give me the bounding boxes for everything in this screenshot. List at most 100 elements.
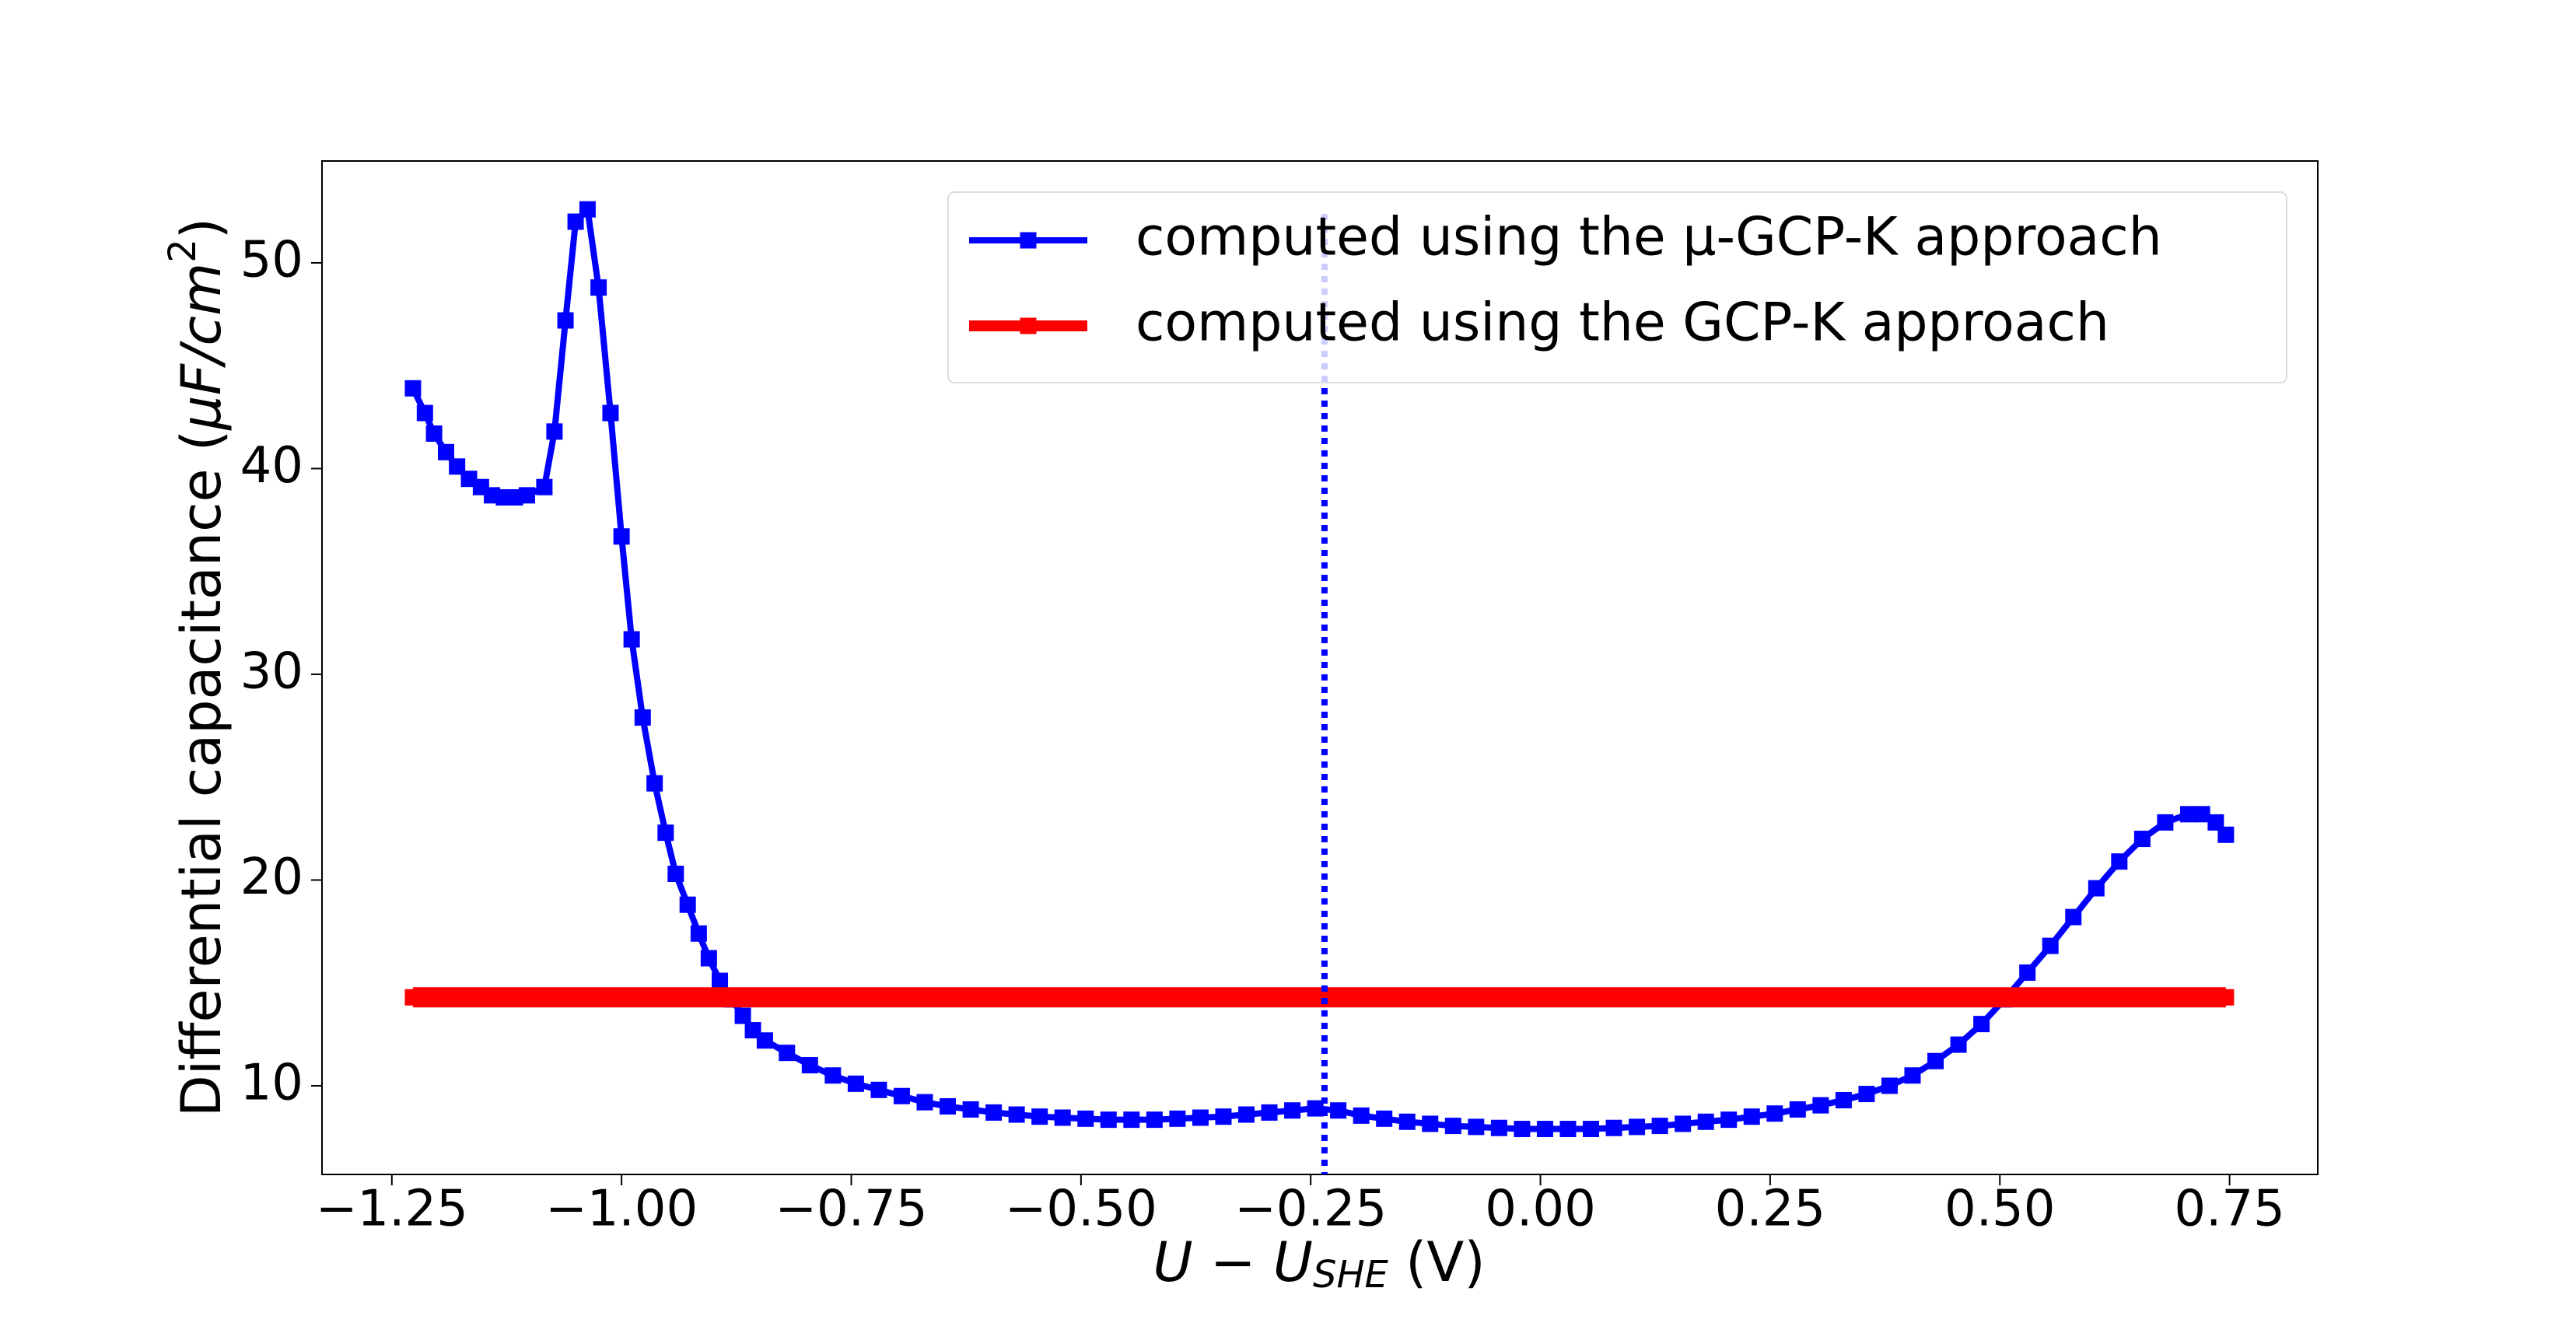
data-point xyxy=(870,1081,887,1098)
data-point xyxy=(1835,1092,1852,1109)
y-label-sup: 2 xyxy=(161,239,205,263)
data-point xyxy=(1858,1086,1875,1103)
data-point xyxy=(590,279,607,296)
data-point xyxy=(404,380,422,397)
data-point xyxy=(1881,1077,1898,1094)
data-point xyxy=(579,201,596,218)
data-point xyxy=(2133,831,2151,848)
data-point xyxy=(1100,1111,1117,1129)
data-point xyxy=(2088,880,2105,897)
x-tick-label: −0.25 xyxy=(1234,1181,1387,1238)
data-point xyxy=(416,404,433,422)
data-point xyxy=(1353,1107,1370,1124)
data-point xyxy=(1054,1109,1071,1126)
data-point xyxy=(1950,1036,1967,1053)
data-point xyxy=(779,1045,796,1062)
data-point xyxy=(2179,806,2196,823)
data-point xyxy=(518,487,535,504)
data-point xyxy=(613,528,630,545)
y-tick-label: 10 xyxy=(240,1055,303,1112)
data-point xyxy=(2157,814,2174,831)
data-point xyxy=(1536,1121,1553,1138)
y-tick-label: 50 xyxy=(240,232,303,289)
x-label-unit: (V) xyxy=(1388,1230,1486,1294)
data-point xyxy=(404,989,422,1006)
data-point xyxy=(1697,1113,1714,1130)
data-point xyxy=(623,631,640,648)
data-point xyxy=(2111,853,2128,870)
data-point xyxy=(1559,1121,1577,1138)
x-label-sub: SHE xyxy=(1313,1253,1389,1297)
data-point xyxy=(437,443,454,460)
x-tick-label: −0.50 xyxy=(1005,1181,1157,1238)
data-point xyxy=(1077,1110,1094,1127)
legend-marker xyxy=(1020,317,1037,334)
data-point xyxy=(1629,1118,1646,1136)
data-point xyxy=(2065,908,2082,926)
data-point xyxy=(657,824,674,842)
data-point xyxy=(602,404,619,422)
y-label-unit: μF/cm xyxy=(170,263,233,431)
data-point xyxy=(1490,1119,1507,1136)
data-point xyxy=(801,1057,818,1074)
data-point xyxy=(1583,1121,1600,1138)
data-point xyxy=(1514,1121,1531,1138)
data-point xyxy=(1812,1097,1829,1114)
data-point xyxy=(2193,806,2210,823)
data-point xyxy=(940,1097,957,1115)
x-tick-label: 0.75 xyxy=(2174,1181,2285,1238)
data-point xyxy=(1330,1102,1347,1119)
data-point xyxy=(1261,1104,1278,1121)
data-point xyxy=(700,950,717,967)
data-point xyxy=(536,478,553,495)
data-point xyxy=(1169,1110,1186,1127)
legend-marker xyxy=(1020,232,1037,249)
data-point xyxy=(1904,1067,1921,1084)
data-point xyxy=(1927,1052,1944,1069)
data-point xyxy=(1973,1016,1990,1033)
data-point xyxy=(712,972,729,989)
data-point xyxy=(1675,1115,1692,1132)
data-point xyxy=(756,1032,773,1049)
legend-label: computed using the GCP-K approach xyxy=(1136,292,2109,354)
data-point xyxy=(1605,1119,1622,1136)
data-point xyxy=(449,458,466,475)
data-point xyxy=(1192,1109,1209,1126)
y-axis-label: Differential capacitance (μF/cm2) xyxy=(161,218,233,1117)
data-point xyxy=(962,1101,979,1118)
x-tick-label: −1.25 xyxy=(316,1181,468,1238)
data-point xyxy=(1008,1106,1025,1123)
x-tick-label: −1.00 xyxy=(545,1181,698,1238)
data-point xyxy=(847,1075,864,1092)
data-point xyxy=(2207,814,2224,831)
data-point xyxy=(2042,937,2059,954)
data-point xyxy=(985,1104,1003,1121)
x-tick-label: −0.75 xyxy=(775,1181,927,1238)
data-point xyxy=(1376,1110,1393,1127)
data-point xyxy=(1468,1118,1485,1136)
y-tick-label: 40 xyxy=(240,437,303,495)
plot-frame xyxy=(321,160,2319,1175)
data-point xyxy=(646,775,663,792)
data-point xyxy=(1307,1100,1324,1117)
data-point xyxy=(824,1067,842,1084)
data-point xyxy=(679,896,696,913)
legend-label: computed using the μ-GCP-K approach xyxy=(1136,207,2162,268)
series xyxy=(404,987,2235,1008)
data-point xyxy=(1422,1115,1439,1132)
x-tick-label: 0.25 xyxy=(1715,1181,1826,1238)
data-point xyxy=(1237,1106,1255,1123)
data-point xyxy=(1766,1105,1783,1122)
data-point xyxy=(916,1094,933,1111)
y-label-close: ) xyxy=(170,218,233,239)
legend: computed using the μ-GCP-K approach compu… xyxy=(947,191,2287,383)
data-point xyxy=(1146,1111,1163,1129)
data-point xyxy=(2217,989,2235,1006)
series xyxy=(404,201,2235,1138)
x-tick-label: 0.00 xyxy=(1485,1181,1596,1238)
y-label-main: Differential capacitance ( xyxy=(170,430,233,1117)
data-point xyxy=(1651,1118,1668,1135)
data-point xyxy=(893,1087,910,1104)
data-point xyxy=(2217,826,2235,843)
